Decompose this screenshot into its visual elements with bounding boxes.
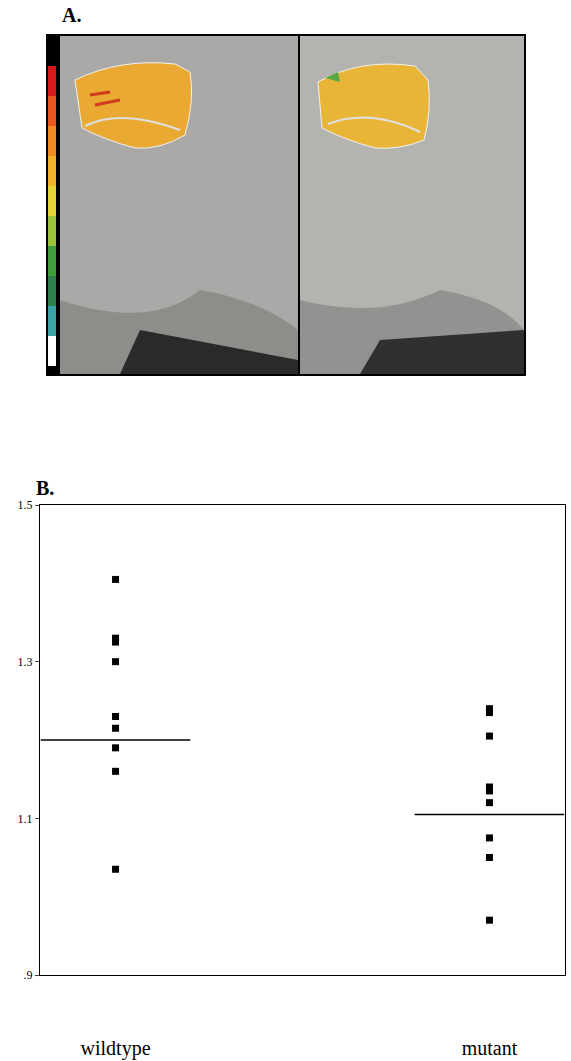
- svg-text:B.: B.: [36, 477, 54, 499]
- svg-text:1.5: 1.5: [18, 498, 33, 512]
- svg-text:wildtype: wildtype: [81, 1037, 151, 1060]
- svg-text:.9: .9: [24, 968, 33, 982]
- svg-text:A.: A.: [62, 4, 81, 26]
- svg-text:mutant: mutant: [462, 1037, 518, 1059]
- svg-text:1.1: 1.1: [18, 812, 33, 826]
- svg-text:1.3: 1.3: [18, 655, 33, 669]
